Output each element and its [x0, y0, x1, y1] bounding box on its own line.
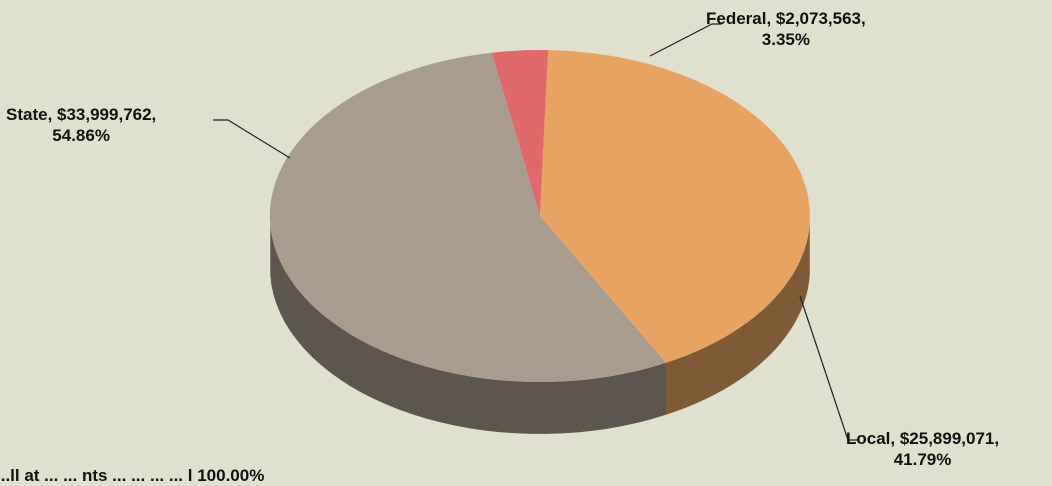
label-federal-line1: Federal, $2,073,563,	[706, 9, 866, 28]
pie-slice-state	[269, 52, 666, 383]
pie-side-state	[270, 223, 666, 434]
pie-top	[269, 50, 810, 383]
label-state: State, $33,999,762, 54.86%	[6, 104, 156, 146]
label-federal: Federal, $2,073,563, 3.35%	[706, 8, 866, 50]
pie-sides	[270, 221, 810, 434]
label-state-line1: State, $33,999,762,	[6, 105, 157, 124]
label-state-line2: 54.86%	[52, 126, 110, 145]
leader-line-local	[799, 295, 858, 441]
pie-slice-local	[540, 50, 810, 363]
pie-slice-federal	[491, 50, 549, 216]
leader-line-federal	[649, 23, 722, 57]
label-federal-line2: 3.35%	[761, 30, 810, 49]
pie-side-local	[666, 221, 810, 415]
label-local: Local, $25,899,071, 41.79%	[846, 428, 999, 470]
leader-line-state	[213, 119, 291, 159]
footnote: ...ll at ... ... nts ... ... ... ... l 1…	[0, 466, 265, 485]
leader-lines	[213, 23, 858, 441]
label-local-line1: Local, $25,899,071,	[846, 429, 1000, 448]
label-local-line2: 41.79%	[893, 450, 952, 469]
